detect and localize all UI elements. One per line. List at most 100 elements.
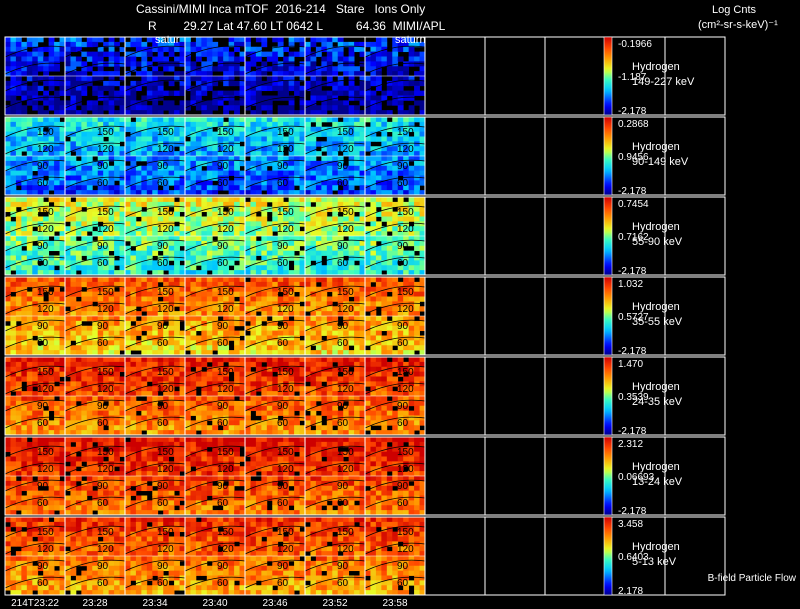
heatmap-cell xyxy=(386,240,393,247)
heatmap-cell xyxy=(310,286,317,293)
heatmap-cell xyxy=(228,141,235,147)
heatmap-cell xyxy=(48,76,55,82)
heatmap-cell xyxy=(321,56,328,62)
heatmap-cell xyxy=(21,61,28,67)
contour-line xyxy=(124,319,186,332)
heatmap-cell xyxy=(37,277,44,283)
heatmap-cell xyxy=(288,291,295,297)
heatmap-cell xyxy=(92,136,99,142)
heatmap-cell xyxy=(179,190,186,196)
heatmap-cell xyxy=(119,126,126,133)
heatmap-cell xyxy=(75,37,82,43)
heatmap-cell xyxy=(201,245,208,252)
heatmap-cell xyxy=(332,151,339,157)
heatmap-cell xyxy=(332,306,339,312)
heatmap-cell xyxy=(37,121,44,128)
heatmap-cell xyxy=(234,311,240,317)
heatmap-cell xyxy=(239,226,246,232)
heatmap-cell xyxy=(43,231,50,237)
heatmap-cell xyxy=(174,320,180,327)
heatmap-cell xyxy=(97,345,104,351)
heatmap-cell xyxy=(332,126,339,133)
heatmap-cell xyxy=(185,206,191,213)
heatmap-cell xyxy=(59,211,66,217)
heatmap-cell xyxy=(348,255,355,261)
heatmap-cell xyxy=(108,410,115,416)
heatmap-cell xyxy=(168,146,175,152)
heatmap-cell xyxy=(326,260,333,266)
heatmap-cell xyxy=(261,165,268,172)
heatmap-cell xyxy=(70,396,77,402)
heatmap-cell xyxy=(234,316,240,322)
heatmap-cell xyxy=(419,240,426,247)
heatmap-cell xyxy=(75,320,82,327)
heatmap-cell xyxy=(5,345,11,351)
heatmap-cell xyxy=(26,371,33,377)
heatmap-cell xyxy=(315,180,322,186)
heatmap-cell xyxy=(54,131,60,137)
heatmap-cell xyxy=(43,311,50,317)
heatmap-cell xyxy=(92,296,99,302)
heatmap-cell xyxy=(65,105,71,111)
heatmap-cell xyxy=(174,121,180,128)
heatmap-cell xyxy=(294,131,300,137)
heatmap-cell xyxy=(5,190,11,196)
heatmap-cell xyxy=(32,211,39,217)
heatmap-cell xyxy=(5,141,11,147)
heatmap-cell xyxy=(146,170,153,176)
heatmap-cell xyxy=(48,185,55,191)
heatmap-cell xyxy=(195,320,202,327)
heatmap-cell xyxy=(103,260,110,266)
heatmap-cell xyxy=(59,410,66,416)
heatmap-cell xyxy=(381,90,388,96)
heatmap-cell xyxy=(403,311,410,317)
heatmap-cell xyxy=(70,56,77,62)
heatmap-cell xyxy=(174,296,180,302)
heatmap-cell xyxy=(348,340,355,346)
heatmap-cell xyxy=(419,345,426,351)
contour-line xyxy=(124,222,186,235)
heatmap-cell xyxy=(75,117,82,123)
heatmap-cell xyxy=(59,400,66,407)
header-title: Cassini/MIMI Inca mTOF 2016-214 Stare Io… xyxy=(136,2,426,16)
heatmap-cell xyxy=(201,206,208,213)
heatmap-cell xyxy=(228,95,235,101)
heatmap-cell xyxy=(81,146,88,152)
heatmap-cell xyxy=(92,371,99,377)
heatmap-cell xyxy=(195,197,202,203)
heatmap-cell xyxy=(283,221,290,227)
heatmap-cell xyxy=(277,51,284,57)
heatmap-cell xyxy=(348,51,355,57)
contour-label: 120 xyxy=(157,224,174,235)
heatmap-cell xyxy=(15,76,22,82)
heatmap-cell xyxy=(315,141,322,147)
heatmap-cell xyxy=(92,350,99,356)
heatmap-cell xyxy=(65,160,71,167)
heatmap-cell xyxy=(43,245,50,252)
heatmap-cell xyxy=(26,265,33,271)
heatmap-cell xyxy=(15,80,22,87)
heatmap-cell xyxy=(359,121,366,128)
heatmap-cell xyxy=(392,236,399,242)
heatmap-cell xyxy=(414,51,420,57)
heatmap-cell xyxy=(386,335,393,341)
heatmap-cell xyxy=(152,76,159,82)
contour-label: 120 xyxy=(337,224,354,235)
heatmap-cell xyxy=(168,340,175,346)
heatmap-cell xyxy=(179,165,186,172)
heatmap-cell xyxy=(261,277,268,283)
heatmap-cell xyxy=(185,61,191,67)
heatmap-cell xyxy=(190,301,197,307)
heatmap-cell xyxy=(343,90,350,96)
heatmap-cell xyxy=(201,131,208,137)
heatmap-cell xyxy=(141,175,148,181)
heatmap-cell xyxy=(228,170,235,176)
heatmap-cell xyxy=(152,141,159,147)
heatmap-cell xyxy=(212,206,219,213)
heatmap-cell xyxy=(397,240,404,247)
heatmap-cell xyxy=(48,136,55,142)
heatmap-cell xyxy=(375,136,382,142)
heatmap-cell xyxy=(48,357,55,363)
heatmap-cell xyxy=(375,231,382,237)
heatmap-cell xyxy=(321,291,328,297)
